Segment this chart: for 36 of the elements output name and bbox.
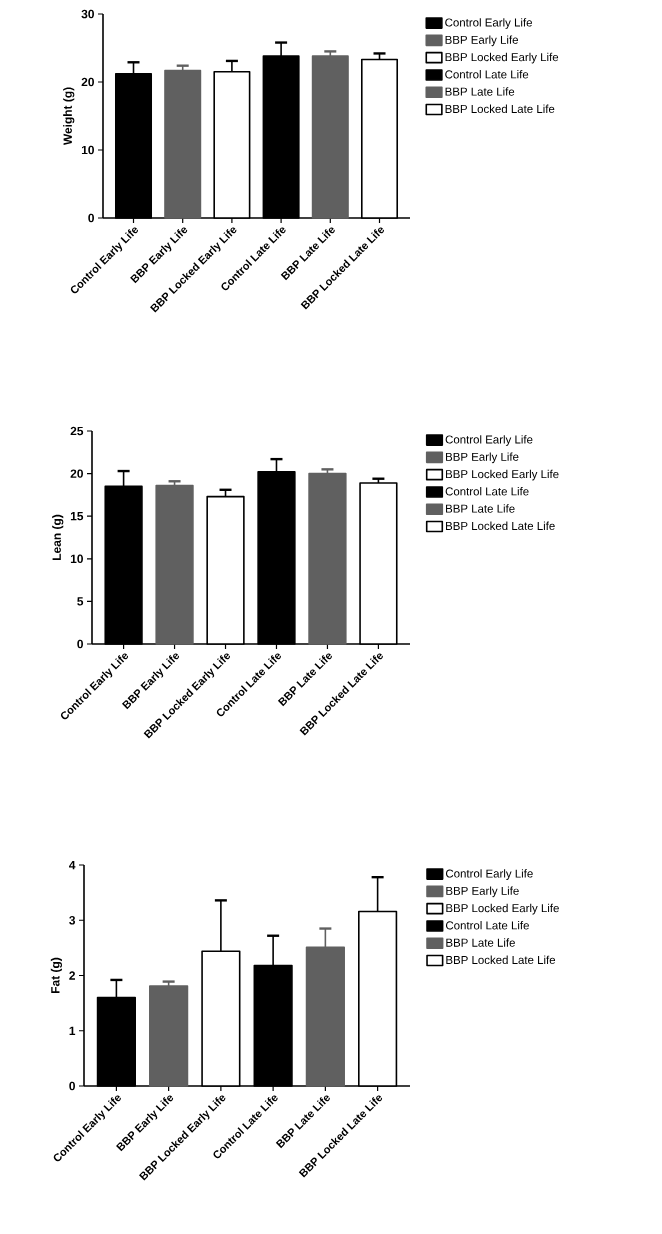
y-axis-title: Lean (g) <box>52 514 64 560</box>
y-tick-label: 0 <box>88 213 94 223</box>
y-axis-title: Fat (g) <box>50 957 62 993</box>
legend-label: BBP Locked Late Life <box>446 955 556 965</box>
y-tick-label: 10 <box>70 554 83 564</box>
legend-label: BBP Locked Late Life <box>446 521 555 531</box>
y-tick-label: 3 <box>69 916 76 925</box>
legend-label: BBP Early Life <box>446 886 519 898</box>
legend-label: BBP Early Life <box>446 452 519 464</box>
legend-label: Control Early Life <box>445 869 533 880</box>
legend-label: Control Early Life <box>445 435 533 446</box>
legend-label: BBP Late Life <box>446 504 515 513</box>
y-tick-label: 5 <box>77 597 84 606</box>
legend-label: BBP Locked Early Life <box>445 52 559 64</box>
legend-label: Control Late Life <box>445 70 529 79</box>
y-tick-label: 25 <box>70 426 84 436</box>
legend-label: BBP Late Life <box>445 87 515 96</box>
legend-label: BBP Locked Early Life <box>446 903 559 915</box>
legend-label: Control Early Life <box>445 18 532 29</box>
y-tick-label: 10 <box>81 145 94 155</box>
y-axis-title: Weight (g) <box>63 87 75 146</box>
legend-label: BBP Locked Early Life <box>446 469 559 481</box>
y-tick-label: 4 <box>69 860 76 870</box>
y-tick-label: 1 <box>69 1026 76 1035</box>
y-tick-label: 15 <box>70 512 84 521</box>
y-tick-label: 0 <box>69 1081 75 1091</box>
y-tick-label: 0 <box>77 639 83 649</box>
y-tick-label: 20 <box>70 469 83 478</box>
y-tick-label: 2 <box>69 971 75 980</box>
legend-label: BBP Locked Late Life <box>445 104 555 114</box>
y-tick-label: 20 <box>81 77 94 87</box>
legend-label: Control Late Life <box>445 487 529 496</box>
legend-label: Control Late Life <box>445 921 529 930</box>
legend-label: BBP Early Life <box>445 35 518 47</box>
legend-label: BBP Late Life <box>446 938 515 947</box>
y-tick-label: 30 <box>81 9 94 19</box>
